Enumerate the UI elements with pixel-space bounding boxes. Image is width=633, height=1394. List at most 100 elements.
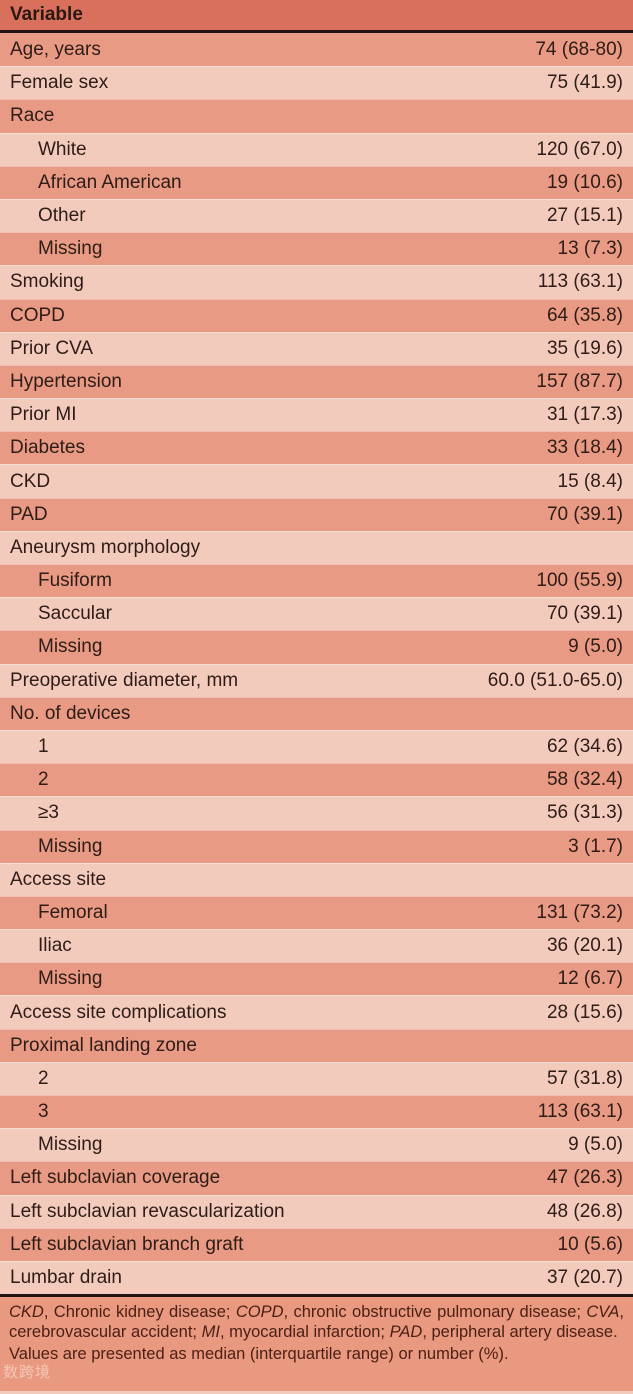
table-row: Saccular 70 (39.1) bbox=[0, 597, 633, 631]
row-label: Aneurysm morphology bbox=[10, 536, 201, 558]
row-label: PAD bbox=[10, 503, 48, 525]
row-label: Female sex bbox=[10, 72, 109, 94]
table-row: 3 113 (63.1) bbox=[0, 1095, 633, 1129]
table-row: Missing 9 (5.0) bbox=[0, 1128, 633, 1162]
row-label: Saccular bbox=[38, 603, 112, 625]
row-value: 75 (41.9) bbox=[546, 72, 623, 94]
table-row: Fusiform 100 (55.9) bbox=[0, 564, 633, 598]
row-value: 12 (6.7) bbox=[557, 968, 623, 990]
footnote-values-note: Values are presented as median (interqua… bbox=[9, 1344, 509, 1363]
row-label: 2 bbox=[38, 769, 49, 791]
row-value: 33 (18.4) bbox=[546, 437, 623, 459]
row-value: 62 (34.6) bbox=[546, 736, 623, 758]
row-value: 120 (67.0) bbox=[536, 138, 623, 160]
table-row: Missing 9 (5.0) bbox=[0, 630, 633, 664]
row-value: 113 (63.1) bbox=[537, 271, 623, 293]
row-label: Missing bbox=[38, 968, 103, 990]
row-value: 15 (8.4) bbox=[557, 470, 623, 492]
row-label: Left subclavian branch graft bbox=[10, 1233, 244, 1255]
row-label: Preoperative diameter, mm bbox=[10, 669, 239, 691]
table-row: Age, years 74 (68-80) bbox=[0, 33, 633, 67]
table-row: Smoking 113 (63.1) bbox=[0, 265, 633, 299]
table-row: White 120 (67.0) bbox=[0, 132, 633, 166]
table-row: Prior CVA 35 (19.6) bbox=[0, 331, 633, 365]
table-row: Female sex 75 (41.9) bbox=[0, 66, 633, 100]
row-value: 10 (5.6) bbox=[557, 1233, 623, 1255]
row-value: 37 (20.7) bbox=[546, 1267, 623, 1289]
row-label: CKD bbox=[10, 470, 51, 492]
table-row: 2 57 (31.8) bbox=[0, 1061, 633, 1095]
row-label: Race bbox=[10, 105, 55, 127]
table-body: Age, years 74 (68-80) Female sex 75 (41.9) R… bbox=[0, 33, 633, 1295]
footnote-abbreviations: CKD, Chronic kidney disease; COPD, chron… bbox=[9, 1303, 624, 1342]
row-value: 157 (87.7) bbox=[536, 370, 623, 392]
watermark: 数跨境 bbox=[3, 1363, 52, 1381]
table-row: Hypertension 157 (87.7) bbox=[0, 364, 633, 399]
row-label: 2 bbox=[38, 1067, 49, 1089]
table-row: Left subclavian revascularization 48 (26.… bbox=[0, 1194, 633, 1228]
row-label: Access site bbox=[10, 868, 107, 890]
row-value: 113 (63.1) bbox=[537, 1101, 623, 1123]
row-label: COPD bbox=[10, 304, 65, 326]
row-value: 60.0 (51.0-65.0) bbox=[487, 669, 623, 691]
row-label: ≥3 bbox=[38, 802, 59, 824]
table-row: Missing 3 (1.7) bbox=[0, 829, 633, 863]
row-label: Access site complications bbox=[10, 1001, 227, 1023]
row-label: Left subclavian coverage bbox=[10, 1167, 221, 1189]
row-label: No. of devices bbox=[10, 702, 131, 724]
row-label: Missing bbox=[38, 1134, 103, 1156]
row-value: 131 (73.2) bbox=[536, 901, 623, 923]
row-value: 56 (31.3) bbox=[546, 802, 623, 824]
row-label: 3 bbox=[38, 1101, 49, 1123]
row-value: 57 (31.8) bbox=[546, 1067, 623, 1089]
row-value: 70 (39.1) bbox=[546, 503, 623, 525]
row-label: Missing bbox=[38, 636, 103, 658]
table-row: Prior MI 31 (17.3) bbox=[0, 398, 633, 432]
row-label: Iliac bbox=[38, 935, 72, 957]
row-value: 9 (5.0) bbox=[568, 1134, 623, 1156]
row-value: 31 (17.3) bbox=[546, 404, 623, 426]
row-value: 3 (1.7) bbox=[568, 835, 623, 857]
table-row: Race bbox=[0, 99, 633, 133]
row-label: Other bbox=[38, 205, 86, 227]
table-footnotes: CKD, Chronic kidney disease; COPD, chron… bbox=[0, 1294, 633, 1392]
table-row: PAD 70 (39.1) bbox=[0, 497, 633, 531]
table-row: Proximal landing zone bbox=[0, 1028, 633, 1062]
row-label: Prior MI bbox=[10, 404, 77, 426]
row-label: Left subclavian revascularization bbox=[10, 1200, 285, 1222]
row-value: 70 (39.1) bbox=[546, 603, 623, 625]
table-row: Access site bbox=[0, 862, 633, 896]
row-value: 19 (10.6) bbox=[546, 171, 623, 193]
row-value: 36 (20.1) bbox=[546, 935, 623, 957]
row-label: Missing bbox=[38, 835, 103, 857]
table-row: Left subclavian coverage 47 (26.3) bbox=[0, 1161, 633, 1195]
row-value: 35 (19.6) bbox=[546, 337, 623, 359]
table-row: Lumbar drain 37 (20.7) bbox=[0, 1260, 633, 1295]
row-value: 48 (26.8) bbox=[546, 1200, 623, 1222]
table-row: Missing 13 (7.3) bbox=[0, 232, 633, 266]
row-value: 100 (55.9) bbox=[536, 570, 623, 592]
row-label: Age, years bbox=[10, 38, 101, 60]
table-row: 2 58 (32.4) bbox=[0, 763, 633, 797]
table-row: Left subclavian branch graft 10 (5.6) bbox=[0, 1227, 633, 1261]
row-value: 47 (26.3) bbox=[546, 1167, 623, 1189]
table-row: Diabetes 33 (18.4) bbox=[0, 431, 633, 465]
table-row: Aneurysm morphology bbox=[0, 530, 633, 564]
table-row: ≥3 56 (31.3) bbox=[0, 796, 633, 830]
row-label: White bbox=[38, 138, 87, 160]
table-header-row: Variable bbox=[0, 0, 633, 33]
row-value: 58 (32.4) bbox=[546, 769, 623, 791]
row-value: 74 (68-80) bbox=[535, 38, 623, 60]
row-label: Lumbar drain bbox=[10, 1267, 122, 1289]
row-label: Prior CVA bbox=[10, 337, 94, 359]
table-row: Missing 12 (6.7) bbox=[0, 962, 633, 996]
row-label: Hypertension bbox=[10, 370, 122, 392]
row-label: Femoral bbox=[38, 901, 108, 923]
column-header-variable: Variable bbox=[10, 4, 83, 25]
row-label: Missing bbox=[38, 238, 103, 260]
table-row: 1 62 (34.6) bbox=[0, 729, 633, 764]
row-value: 9 (5.0) bbox=[568, 636, 623, 658]
row-label: Proximal landing zone bbox=[10, 1034, 197, 1056]
table-row: CKD 15 (8.4) bbox=[0, 464, 633, 498]
table-row: Femoral 131 (73.2) bbox=[0, 895, 633, 930]
